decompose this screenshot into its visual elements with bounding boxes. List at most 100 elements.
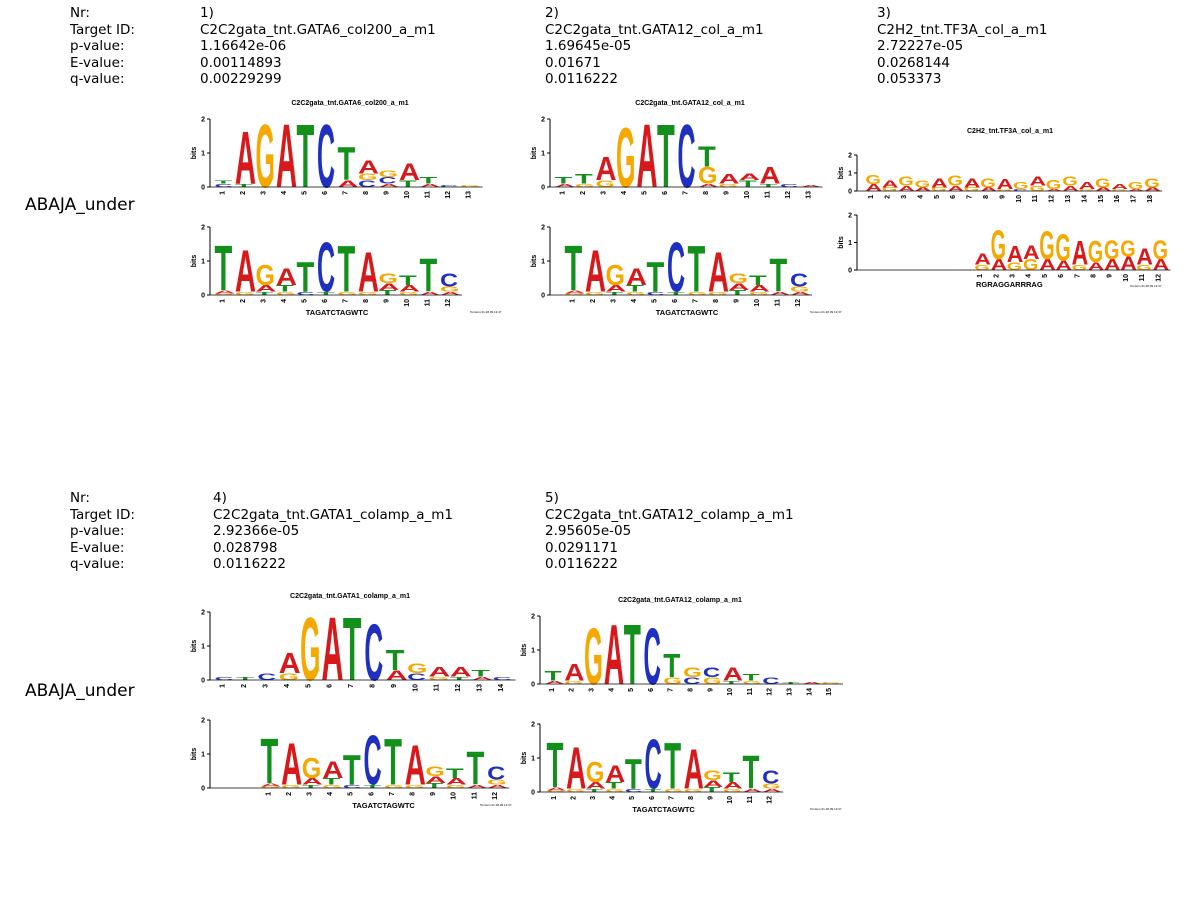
logo-letter-G: G	[1144, 176, 1160, 190]
logo-letter-T: T	[399, 272, 417, 288]
logo-letter-G: G	[564, 680, 583, 685]
logo-letter-G: G	[790, 285, 809, 293]
logo-letter-T: T	[215, 180, 233, 185]
x-tick-label: 2	[580, 191, 587, 195]
x-tick-label: 8	[688, 688, 695, 692]
logo-letter-A: A	[1046, 189, 1063, 192]
logo-title: C2C2gata_tnt.GATA12_colamp_a_m1	[618, 597, 742, 604]
x-tick-label: 1	[265, 792, 272, 796]
logo-letter-A: A	[322, 756, 343, 783]
x-tick-label: 6	[322, 299, 329, 303]
logo-letter-T: T	[343, 600, 362, 700]
y-tick-label: 1	[541, 151, 545, 158]
x-tick-label: 1	[569, 299, 576, 303]
logo-letter-C: C	[678, 105, 696, 206]
x-tick-label: 8	[363, 191, 370, 195]
logo-letter-A: A	[1088, 260, 1105, 273]
logo-letter-A: A	[604, 609, 624, 703]
logo-letter-C: C	[487, 762, 505, 783]
logo-letter-A: A	[637, 108, 658, 208]
logo-letter-A: A	[450, 665, 472, 681]
logo-letter-T: T	[698, 142, 716, 174]
logo-letter-G: G	[729, 271, 748, 286]
logo-letter-G: G	[446, 784, 466, 789]
logo-letter-A: A	[605, 762, 625, 788]
logo-letter-G: G	[281, 784, 301, 789]
y-tick-label: 1	[201, 259, 205, 266]
x-tick-label: 8	[1091, 274, 1098, 278]
x-tick-label: 1	[219, 299, 226, 303]
logo-letter-G: G	[742, 680, 761, 685]
logo-letter-G: G	[461, 185, 480, 188]
logo-title: C2H2_tnt.TF3A_col_a_m1	[967, 128, 1053, 135]
logo-letter-G: G	[915, 179, 931, 190]
x-tick-label: 8	[363, 299, 370, 303]
y-axis-label: bits	[191, 640, 198, 653]
logo-letter-G: G	[379, 271, 398, 286]
logo-letter-A: A	[276, 108, 297, 208]
x-tick-label: 13	[1065, 195, 1072, 203]
x-tick-label: 10	[744, 191, 751, 199]
x-tick-label: 9	[708, 796, 715, 800]
logo-letter-A: A	[1128, 189, 1145, 192]
logo-letter-T: T	[625, 751, 642, 798]
logo-letter-A: A	[974, 251, 991, 268]
x-tick-label: 7	[967, 195, 974, 199]
x-tick-label: 8	[688, 796, 695, 800]
logo-letter-G: G	[947, 172, 963, 189]
logo-letter-A: A	[440, 291, 461, 296]
logo-letter-G: G	[684, 788, 703, 793]
logo-letter-A: A	[742, 788, 762, 793]
x-tick-label: 14	[806, 688, 813, 696]
logo-letter-G: G	[407, 661, 427, 677]
logo-letter-T: T	[742, 747, 759, 799]
logo-letter-C: C	[683, 675, 700, 686]
logo-letter-A: A	[429, 665, 451, 681]
logo-letter-G: G	[606, 259, 625, 291]
logo-panel-2: C2C2gata_tnt.GATA12_col_a_m1012bitsAT1GT…	[531, 100, 842, 317]
x-tick-label: 4	[327, 792, 334, 796]
logo-letter-A: A	[882, 178, 899, 189]
logo-letter-C: C	[790, 269, 808, 290]
logo-letter-A: A	[1072, 235, 1089, 273]
logo-letter-T: T	[723, 680, 741, 685]
x-tick-label: 11	[774, 299, 781, 307]
logo-letter-A: A	[555, 183, 576, 188]
logo-letter-T: T	[302, 784, 320, 789]
logo-letter-C: C	[667, 229, 685, 308]
logo-letter-A: A	[760, 162, 781, 189]
logo-letter-T: T	[644, 788, 661, 793]
x-tick-label: 10	[727, 796, 734, 804]
logo-letter-G: G	[605, 788, 624, 793]
logo-letter-A: A	[467, 784, 488, 789]
logo-letter-T: T	[770, 251, 788, 303]
x-tick-label: 6	[1058, 274, 1065, 278]
logo-letter-A: A	[931, 176, 948, 190]
logo-letter-C: C	[317, 105, 335, 206]
x-tick-label: 12	[785, 191, 792, 199]
x-tick-label: 5	[301, 299, 308, 303]
x-tick-label: 6	[322, 191, 329, 195]
logo-letter-T: T	[317, 291, 335, 296]
logo-letter-G: G	[616, 111, 635, 206]
logo-letter-G: G	[585, 291, 604, 296]
y-axis-label: bits	[191, 255, 198, 268]
logo-letter-G: G	[575, 183, 594, 188]
logo-letter-G: G	[596, 178, 615, 189]
consensus-label: TAGATCTAGWTC	[352, 801, 415, 810]
logo-letter-G: G	[276, 291, 295, 296]
logo-letter-C: C	[644, 726, 661, 805]
logo-letter-A: A	[898, 184, 915, 193]
y-tick-label: 0	[201, 185, 205, 192]
logo-letter-C: C	[257, 672, 276, 683]
x-tick-label: 5	[305, 684, 312, 688]
y-tick-label: 2	[531, 722, 535, 729]
logo-letter-A: A	[446, 776, 468, 787]
logo-letter-C: C	[647, 291, 665, 296]
logo-title: C2C2gata_tnt.GATA12_col_a_m1	[635, 100, 745, 107]
x-tick-label: 9	[723, 191, 730, 195]
logo-letter-C: C	[1013, 189, 1027, 192]
logo-letter-G: G	[974, 263, 989, 272]
